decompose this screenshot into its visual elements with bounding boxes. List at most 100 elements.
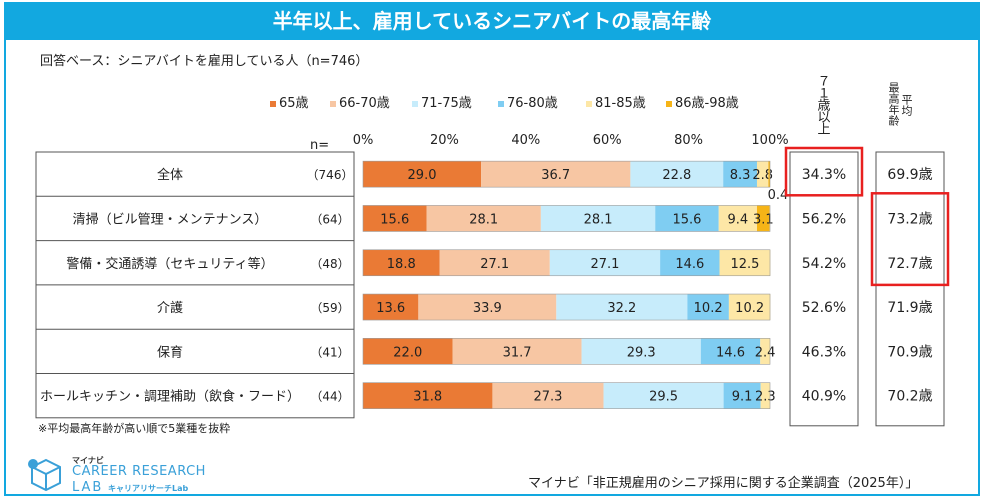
data-label: 31.7 bbox=[503, 345, 532, 360]
x-tick-label: 60% bbox=[593, 133, 622, 148]
bar-segment-66-70歳 bbox=[492, 382, 604, 409]
data-label: 12.5 bbox=[730, 257, 759, 272]
data-label: 31.8 bbox=[413, 390, 442, 405]
category-n: （59） bbox=[310, 301, 349, 315]
bar-segment-76-80歳 bbox=[723, 382, 761, 409]
avg-age-value: 73.2歳 bbox=[887, 211, 932, 227]
over71-value: 52.6% bbox=[802, 300, 846, 316]
data-label: 22.0 bbox=[393, 345, 422, 360]
logo-line1: CAREER RESEARCH bbox=[72, 464, 206, 479]
bar-segment-76-80歳 bbox=[723, 161, 757, 188]
bar-outline bbox=[362, 293, 771, 321]
data-label: 28.1 bbox=[584, 212, 613, 227]
x-tick-label: 40% bbox=[511, 133, 540, 148]
logo-line2: LAB bbox=[72, 480, 104, 495]
over71-header: ７１歳以上 bbox=[810, 74, 834, 137]
avg-age-value: 71.9歳 bbox=[887, 300, 932, 316]
bar-segment-81-85歳 bbox=[728, 294, 771, 321]
bar-outline bbox=[362, 338, 771, 365]
data-label: 15.6 bbox=[380, 212, 409, 227]
logo-sub: キャリアリサーチLab bbox=[108, 484, 189, 493]
bar-segment-76-80歳 bbox=[687, 294, 729, 321]
legend-label: 76-80歳 bbox=[507, 96, 558, 111]
avg-column-frame bbox=[875, 151, 945, 427]
bar-segment-65歳 bbox=[363, 161, 482, 188]
legend-swatch bbox=[498, 100, 504, 107]
category-label: 介護 bbox=[157, 300, 183, 316]
bar-segment-81-85歳 bbox=[756, 161, 769, 188]
data-label: 18.8 bbox=[387, 257, 416, 272]
bar-segment-65歳 bbox=[363, 338, 453, 365]
category-n: （746） bbox=[307, 168, 354, 182]
over71-value: 34.3% bbox=[802, 167, 846, 183]
legend-item: 71-75歳 bbox=[412, 92, 472, 111]
avg-age-value: 72.7歳 bbox=[887, 256, 932, 272]
n-label: n= bbox=[310, 138, 330, 153]
data-label: 29.0 bbox=[408, 168, 437, 183]
category-label: ホールキッチン・調理補助（飲食・フード） bbox=[40, 389, 300, 405]
category-n: （48） bbox=[310, 257, 349, 271]
source-note: マイナビ「非正規雇用のシニア採用に関する企業調査（2025年）」 bbox=[528, 476, 919, 491]
data-label: 8.3 bbox=[730, 168, 751, 183]
bar-segment-81-85歳 bbox=[719, 249, 771, 276]
bar-segment-71-75歳 bbox=[556, 294, 688, 321]
category-n: （44） bbox=[310, 390, 349, 404]
avg-age-value: 69.9歳 bbox=[887, 167, 932, 183]
x-tick-label: 80% bbox=[674, 133, 703, 148]
legend-swatch bbox=[412, 100, 418, 107]
over71-value: 46.3% bbox=[802, 344, 846, 360]
avg-header: 平均 最高年齢 bbox=[887, 82, 913, 142]
data-label: 10.2 bbox=[735, 301, 764, 316]
outer-frame bbox=[4, 2, 980, 496]
data-label: 27.1 bbox=[480, 257, 509, 272]
data-label: 32.2 bbox=[607, 301, 636, 316]
data-label: 27.1 bbox=[590, 257, 619, 272]
data-label: 27.3 bbox=[534, 390, 563, 405]
legend-swatch bbox=[666, 100, 672, 107]
over71-column-frame bbox=[789, 151, 859, 427]
bar-segment-76-80歳 bbox=[655, 205, 719, 232]
data-label: 29.5 bbox=[649, 390, 678, 405]
bar-segment-66-70歳 bbox=[426, 205, 541, 232]
avg-age-value: 70.9歳 bbox=[887, 344, 932, 360]
bar-segment-86歳-98歳 bbox=[768, 161, 770, 188]
data-label: 13.6 bbox=[376, 301, 405, 316]
legend-swatch bbox=[586, 100, 592, 107]
data-label: 9.4 bbox=[728, 212, 749, 227]
x-tick-label: 20% bbox=[430, 133, 459, 148]
data-label: 3.1 bbox=[753, 212, 774, 227]
bar-segment-65歳 bbox=[363, 205, 427, 232]
avg-header-line2: 平均 bbox=[900, 94, 913, 116]
footnote: ※平均最高年齢が高い順で5業種を抜粋 bbox=[38, 422, 231, 435]
over71-value: 40.9% bbox=[802, 389, 846, 405]
logo-cube-icon bbox=[28, 458, 61, 492]
data-label: 15.6 bbox=[672, 212, 701, 227]
legend-item: 76-80歳 bbox=[498, 92, 558, 111]
legend-item: 66-70歳 bbox=[330, 92, 390, 111]
data-label: 2.4 bbox=[755, 345, 776, 360]
highlight-avg-age bbox=[870, 192, 950, 287]
bar-segment-71-75歳 bbox=[630, 161, 724, 188]
data-label: 14.6 bbox=[716, 345, 745, 360]
legend-item: 86歳-98歳 bbox=[666, 92, 739, 111]
bar-segment-71-75歳 bbox=[603, 382, 724, 409]
data-label: 0.4 bbox=[768, 188, 789, 203]
legend-label: 71-75歳 bbox=[421, 96, 472, 111]
category-label: 保育 bbox=[157, 344, 183, 360]
legend-item: 65歳 bbox=[270, 92, 309, 111]
bar-segment-81-85歳 bbox=[718, 205, 757, 232]
title-banner: 半年以上、雇用しているシニアバイトの最高年齢 bbox=[4, 2, 980, 40]
bar-segment-81-85歳 bbox=[760, 382, 770, 409]
legend-swatch bbox=[330, 100, 336, 107]
base-note: 回答ベース：シニアバイトを雇用している人（n=746） bbox=[40, 54, 369, 69]
bar-segment-66-70歳 bbox=[418, 294, 557, 321]
category-label: 警備・交通誘導（セキュリティ等） bbox=[66, 256, 273, 272]
avg-header-line1: 最高年齢 bbox=[887, 82, 900, 126]
bar-segment-71-75歳 bbox=[581, 338, 701, 365]
logo-small: マイナビ bbox=[72, 456, 104, 465]
bar-segment-76-80歳 bbox=[660, 249, 720, 276]
bar-segment-71-75歳 bbox=[549, 249, 661, 276]
bar-segment-86歳-98歳 bbox=[756, 205, 770, 232]
data-label: 29.3 bbox=[627, 345, 656, 360]
